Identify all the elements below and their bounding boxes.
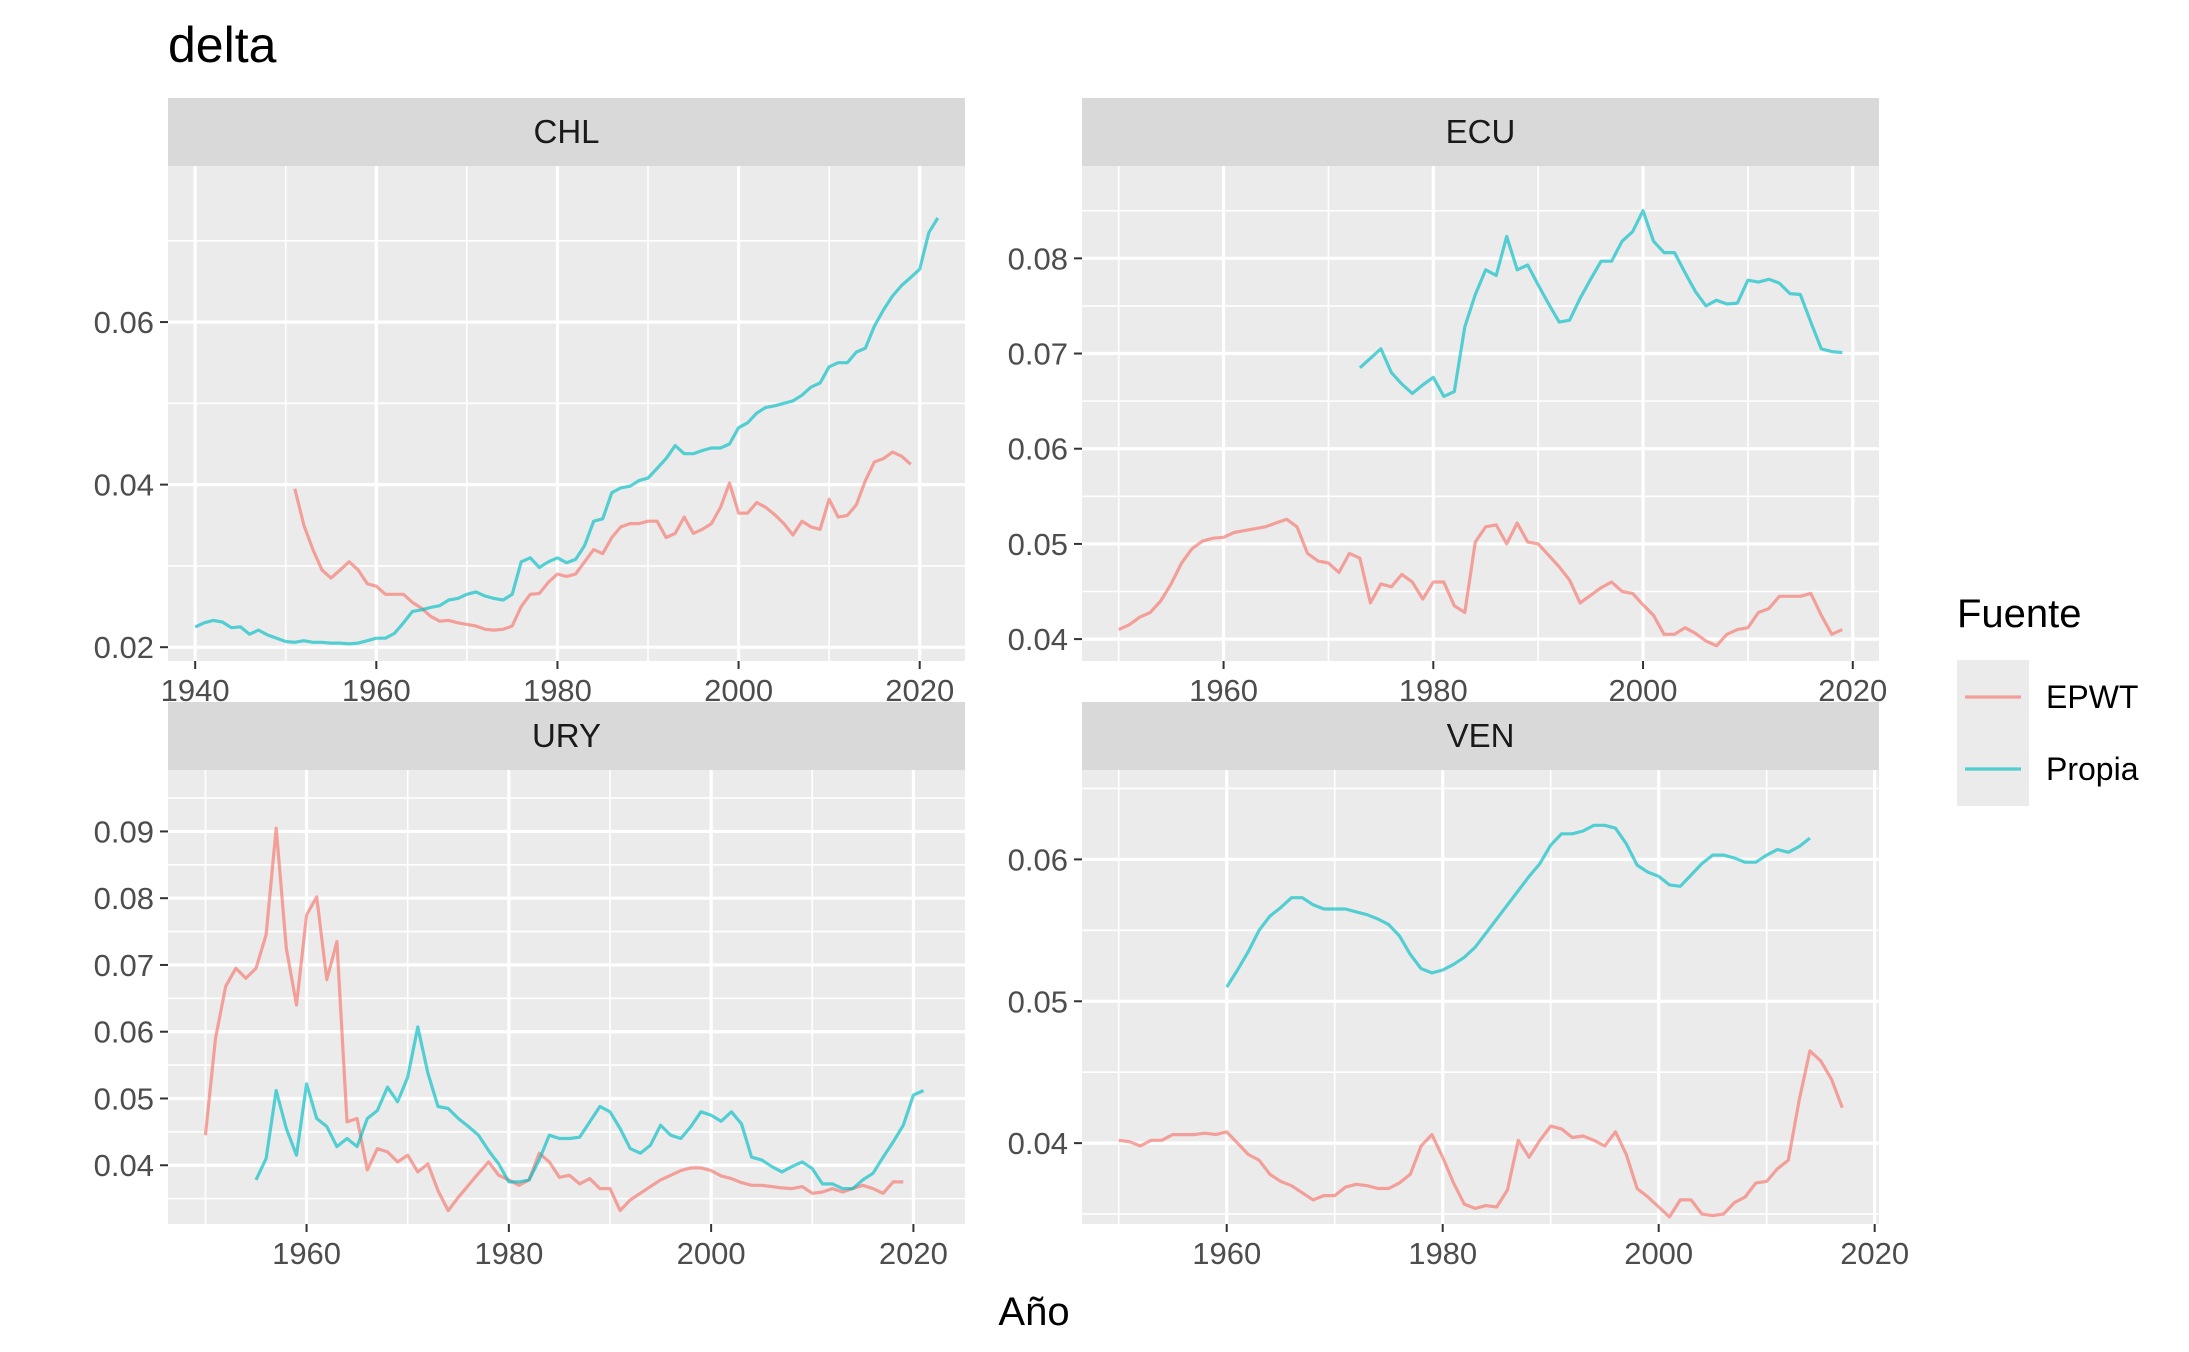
x-tick-label: 2020 — [1840, 1236, 1909, 1271]
y-tick-label: 0.05 — [1008, 527, 1068, 562]
legend-key-background — [1957, 660, 2029, 806]
series-line-propia-ven — [1225, 823, 1811, 988]
x-tick-label: 1980 — [474, 1236, 543, 1271]
y-tick-label: 0.06 — [94, 305, 154, 340]
strip-ury — [168, 702, 965, 770]
series-line-epwt-chl — [293, 450, 912, 632]
legend-label-propia: Propia — [2046, 751, 2139, 787]
strip-ecu — [1082, 98, 1879, 166]
y-tick-label: 0.05 — [1008, 984, 1068, 1019]
x-tick-label: 2020 — [879, 1236, 948, 1271]
y-tick-label: 0.04 — [94, 1148, 154, 1183]
panel-background-chl — [168, 166, 965, 661]
y-tick-label: 0.04 — [1008, 622, 1068, 657]
series-line-epwt-ven — [1118, 1049, 1844, 1219]
panel-ven: VEN 1960 1980 2000 2020 0.04 0.05 0.06 — [1008, 702, 1909, 1271]
y-tick-label: 0.06 — [94, 1015, 154, 1050]
panel-ury: URY 1960 1980 2000 2020 0.04 0.05 0.06 0.07 0.08 0… — [94, 702, 965, 1271]
strip-chl — [168, 98, 965, 166]
y-tick-label: 0.06 — [1008, 842, 1068, 877]
y-tick-label: 0.04 — [94, 468, 154, 503]
x-tick-label: 1960 — [272, 1236, 341, 1271]
y-tick-label: 0.05 — [94, 1081, 154, 1116]
y-tick-label: 0.04 — [1008, 1126, 1068, 1161]
strip-label-chl: CHL — [533, 113, 599, 150]
y-tick-label: 0.07 — [1008, 337, 1068, 372]
panel-background-ury — [168, 770, 965, 1224]
y-tick-label: 0.07 — [94, 948, 154, 983]
x-tick-label: 2000 — [1624, 1236, 1693, 1271]
y-tick-label: 0.09 — [94, 814, 154, 849]
x-axis-title: Año — [998, 1290, 1069, 1334]
x-tick-label: 1960 — [1192, 1236, 1261, 1271]
y-tick-label: 0.06 — [1008, 432, 1068, 467]
series-line-propia-ury — [254, 1025, 925, 1191]
x-tick-label: 1980 — [1408, 1236, 1477, 1271]
y-tick-label: 0.08 — [1008, 241, 1068, 276]
strip-label-ecu: ECU — [1446, 113, 1516, 150]
series-line-propia-chl — [194, 217, 940, 646]
panel-background-ven — [1082, 770, 1879, 1224]
chart-title: delta — [168, 17, 277, 73]
strip-label-ven: VEN — [1447, 717, 1515, 754]
series-line-propia-ecu — [1358, 209, 1843, 398]
y-tick-label: 0.02 — [94, 630, 154, 665]
strip-ven — [1082, 702, 1879, 770]
legend: Fuente EPWT Propia — [1957, 592, 2139, 806]
x-tick-label: 2000 — [677, 1236, 746, 1271]
legend-title: Fuente — [1957, 592, 2082, 636]
series-line-epwt-ury — [203, 826, 904, 1213]
strip-label-ury: URY — [532, 717, 601, 754]
series-line-epwt-ecu — [1118, 517, 1843, 648]
legend-label-epwt: EPWT — [2046, 679, 2138, 715]
panel-background-ecu — [1082, 166, 1879, 661]
y-tick-label: 0.08 — [94, 881, 154, 916]
